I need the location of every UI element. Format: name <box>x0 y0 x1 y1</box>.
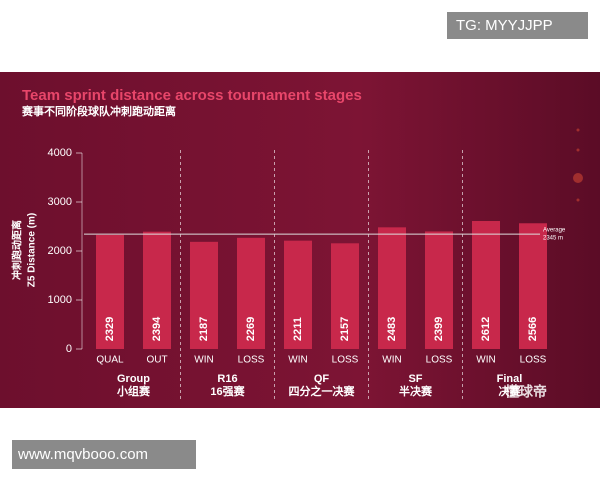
group-label: SF <box>408 373 422 385</box>
watermark: www.mqvbooo.com <box>17 446 148 463</box>
bar <box>378 227 406 349</box>
brand-watermark: 懂球帝 <box>505 384 547 400</box>
bar <box>425 231 453 349</box>
y-tick-label: 4000 <box>48 147 72 159</box>
y-tick-label: 3000 <box>48 196 72 208</box>
bar-value-label: 2394 <box>151 316 163 341</box>
x-tick-label: WIN <box>288 355 307 366</box>
x-tick-label: OUT <box>146 355 167 366</box>
y-tick-label: 0 <box>66 343 72 355</box>
bar <box>519 223 547 349</box>
bar <box>472 221 500 349</box>
group-label: 半决赛 <box>399 384 433 398</box>
watermark-box <box>12 440 196 469</box>
group-label: QF <box>314 373 330 385</box>
bar-value-label: 2399 <box>433 317 445 341</box>
bar <box>190 241 218 349</box>
bar-value-label: 2483 <box>386 317 398 341</box>
x-tick-label: LOSS <box>238 355 265 366</box>
y-axis-label: Z5 Distance (m) <box>27 213 38 287</box>
chart-subtitle: 赛事不同阶段球队冲刺跑动距离 <box>21 104 176 118</box>
x-tick-label: WIN <box>382 355 401 366</box>
bar <box>96 234 124 349</box>
group-label: 小组赛 <box>116 384 151 398</box>
x-tick-label: QUAL <box>96 355 124 366</box>
group-label: R16 <box>217 373 237 385</box>
bar <box>143 231 171 349</box>
bar <box>237 237 265 349</box>
x-tick-label: WIN <box>476 355 495 366</box>
group-label: Group <box>117 373 150 385</box>
y-tick-label: 1000 <box>48 294 72 306</box>
y-axis-label: 冲刺跑动距离 <box>11 220 24 280</box>
bar-value-label: 2187 <box>198 317 210 341</box>
group-label: Final <box>497 373 523 385</box>
average-value-label: 2345 m <box>543 236 563 242</box>
bar-value-label: 2329 <box>104 317 116 341</box>
bar-value-label: 2157 <box>339 317 351 341</box>
bar-value-label: 2211 <box>292 317 304 341</box>
group-label: 四分之一决赛 <box>289 384 356 398</box>
chart-title: Team sprint distance across tournament s… <box>22 87 362 104</box>
average-label: Average <box>543 228 566 234</box>
group-label: 16强赛 <box>210 384 245 398</box>
x-tick-label: LOSS <box>520 355 547 366</box>
watermark: TG: MYYJJPP <box>456 17 553 34</box>
bar-value-label: 2612 <box>480 317 492 341</box>
x-tick-label: LOSS <box>332 355 359 366</box>
y-tick-label: 2000 <box>48 245 72 257</box>
decoration <box>573 128 583 202</box>
bar-value-label: 2269 <box>245 317 257 341</box>
x-tick-label: LOSS <box>426 355 453 366</box>
watermark-box <box>447 12 588 39</box>
bar <box>331 243 359 349</box>
bar <box>284 240 312 349</box>
bar-value-label: 2566 <box>527 317 539 341</box>
x-tick-label: WIN <box>194 355 213 366</box>
group-label: 决赛 <box>499 384 522 398</box>
